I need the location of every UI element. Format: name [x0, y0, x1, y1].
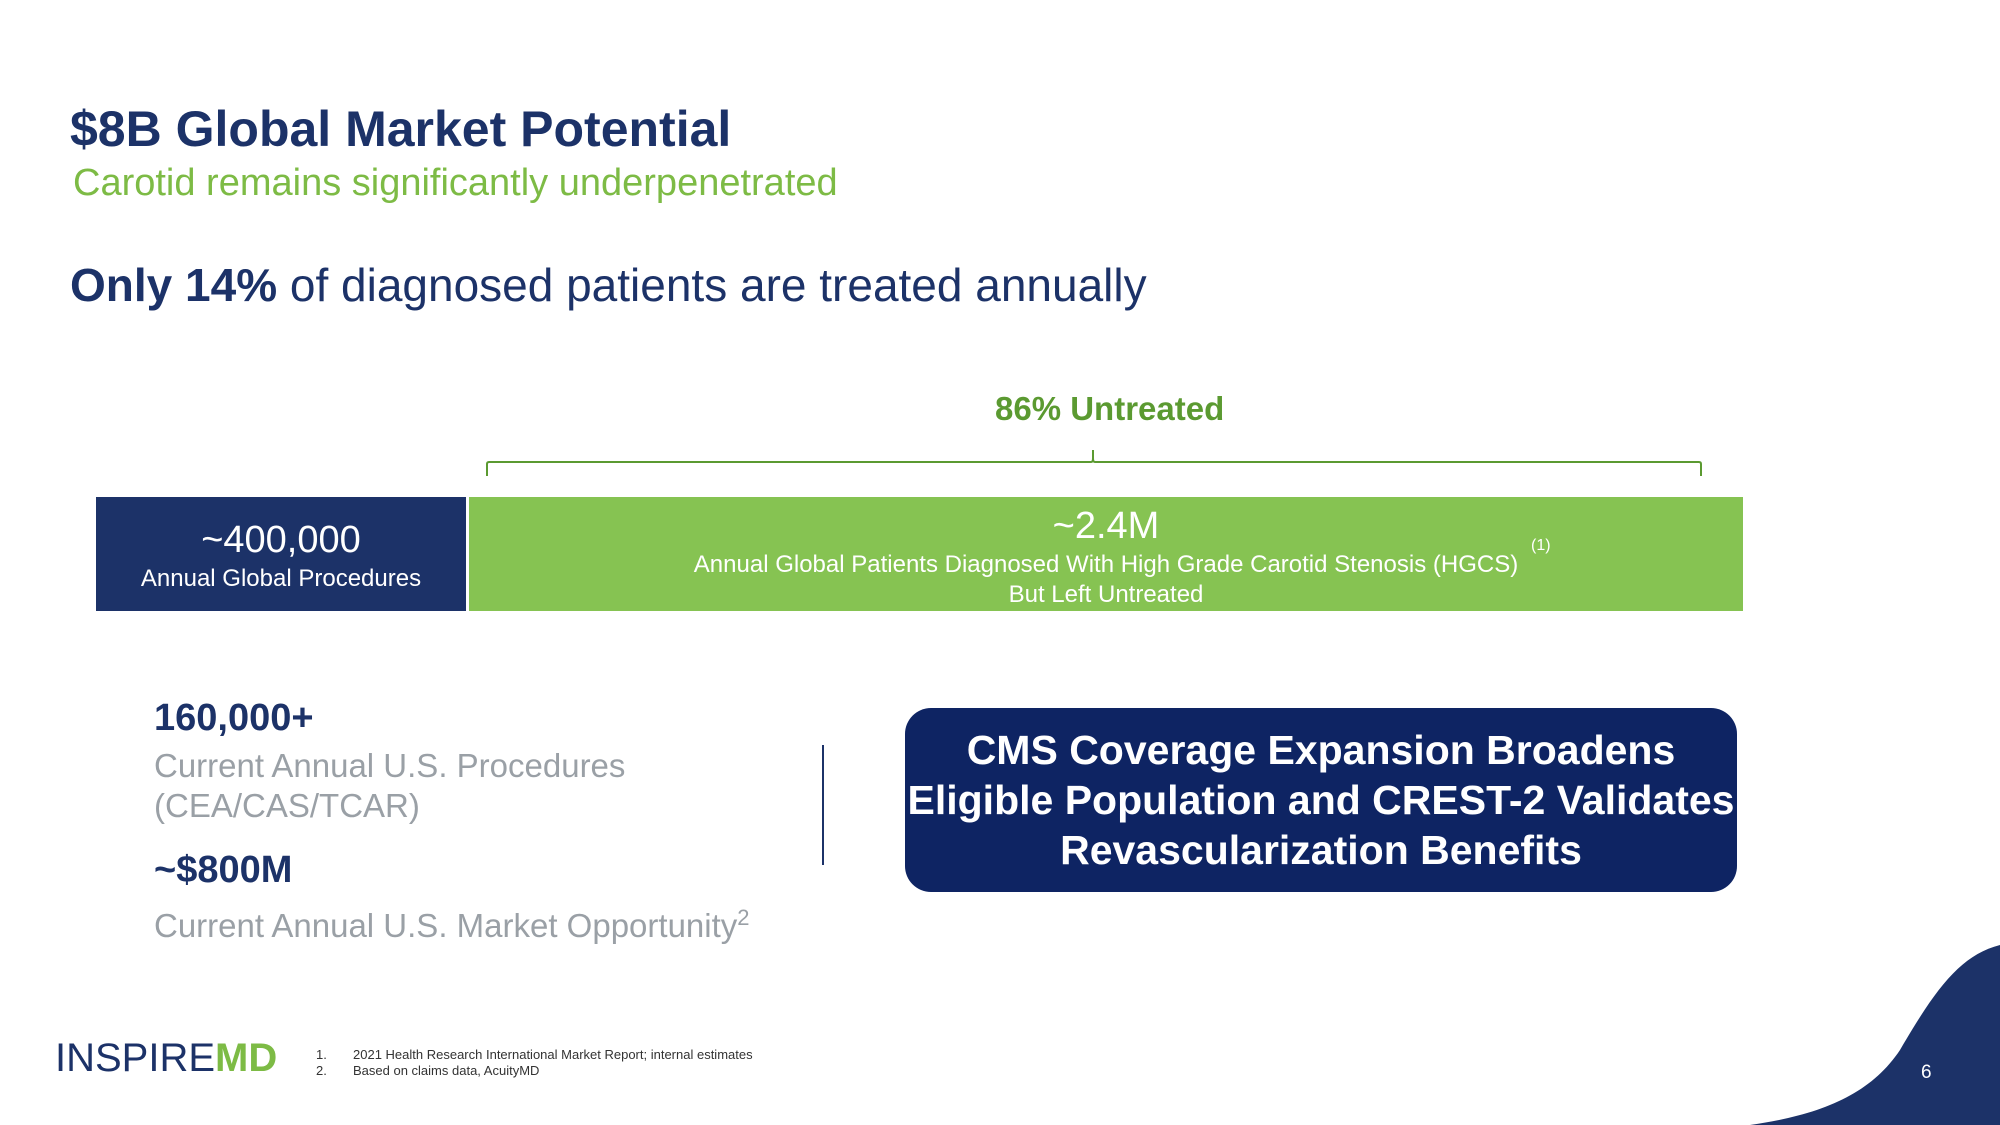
untreated-label-line2: But Left Untreated — [1008, 581, 1204, 608]
footnotes: 1. 2021 Health Research International Ma… — [316, 1047, 753, 1079]
untreated-value: ~2.4M — [1052, 505, 1160, 547]
slide-title: $8B Global Market Potential — [70, 101, 732, 157]
untreated-label-line1: Annual Global Patients Diagnosed With Hi… — [693, 551, 1519, 578]
logo-text-md: MD — [215, 1036, 278, 1080]
footnote-text: 2021 Health Research International Marke… — [353, 1047, 753, 1062]
treated-label: Annual Global Procedures — [140, 565, 422, 592]
stat-label: Current Annual U.S. Market Opportunity2 — [154, 898, 750, 946]
corner-wave-decoration — [1750, 945, 2000, 1125]
headline-rest: of diagnosed patients are treated annual… — [277, 259, 1147, 311]
stat-value: 160,000+ — [154, 697, 314, 739]
stat-us-market: ~$800M Current Annual U.S. Market Opport… — [154, 849, 750, 946]
stat-label-line2: (CEA/CAS/TCAR) — [154, 787, 420, 824]
treated-bar-segment: ~400,000 Annual Global Procedures — [96, 497, 466, 611]
footnote-number: 2. — [316, 1063, 327, 1078]
logo-text-inspire: INSPIRE — [55, 1036, 216, 1080]
stat-label-line1: Current Annual U.S. Procedures — [154, 747, 626, 784]
cms-callout-box: CMS Coverage Expansion Broadens Eligible… — [905, 708, 1737, 892]
stat-footnote-ref: 2 — [737, 905, 750, 930]
footnote-number: 1. — [316, 1047, 327, 1062]
untreated-bar-segment: ~2.4M Annual Global Patients Diagnosed W… — [469, 497, 1743, 611]
cms-line2: Eligible Population and CREST-2 Validate… — [907, 777, 1735, 823]
untreated-label: 86% Untreated — [995, 390, 1225, 427]
page-number: 6 — [1921, 1062, 1932, 1083]
cms-line1: CMS Coverage Expansion Broadens — [966, 727, 1676, 773]
headline: Only 14% of diagnosed patients are treat… — [70, 258, 1147, 312]
headline-strong: Only 14% — [70, 259, 278, 311]
stat-us-procedures: 160,000+ Current Annual U.S. Procedures … — [154, 697, 625, 826]
cms-line3: Revascularization Benefits — [1060, 827, 1582, 873]
company-logo: INSPIREMD — [55, 1036, 277, 1081]
stat-value: ~$800M — [154, 849, 293, 891]
footnote: 1. 2021 Health Research International Ma… — [316, 1047, 753, 1063]
vertical-divider — [822, 745, 824, 865]
stat-label-text: Current Annual U.S. Market Opportunity — [154, 907, 738, 944]
treated-value: ~400,000 — [201, 519, 361, 561]
untreated-footnote-ref: (1) — [1531, 537, 1551, 554]
footnote: 2. Based on claims data, AcuityMD — [316, 1063, 753, 1079]
footnote-text: Based on claims data, AcuityMD — [353, 1063, 540, 1078]
untreated-bracket — [486, 450, 1702, 476]
slide-subtitle: Carotid remains significantly underpenet… — [73, 162, 838, 204]
